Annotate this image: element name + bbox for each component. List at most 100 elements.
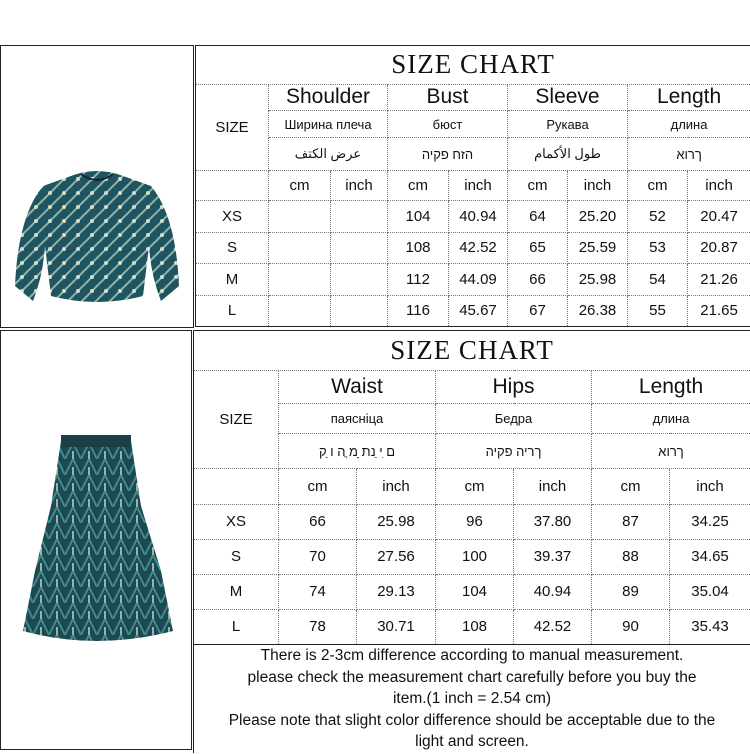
value-cell: 45.67 [449, 295, 508, 326]
unit-inch: inch [514, 469, 592, 504]
value-cell: 53 [628, 232, 688, 263]
value-cell: 96 [436, 504, 514, 539]
unit-cm: cm [508, 170, 568, 200]
unit-inch: inch [568, 170, 628, 200]
col-hips: Hips [436, 371, 592, 404]
measurement-note: There is 2-3cm difference according to m… [193, 645, 750, 753]
value-cell: 30.71 [357, 609, 436, 644]
unit-inch: inch [331, 170, 388, 200]
unit-inch: inch [688, 170, 750, 200]
value-cell: 21.65 [688, 295, 750, 326]
value-cell: 67 [508, 295, 568, 326]
unit-cm: cm [436, 469, 514, 504]
col-bust-alt: הזח פקיה [388, 138, 508, 170]
value-cell: 37.80 [514, 504, 592, 539]
value-cell [269, 264, 331, 295]
unit-inch: inch [670, 469, 750, 504]
col-bust-ru: бюст [388, 110, 508, 137]
value-cell: 88 [592, 539, 670, 574]
col-bust: Bust [388, 84, 508, 110]
col-waist-alt: ם ִי ַנת ָמ ֲה ו ַק [279, 434, 436, 469]
unit-cm: cm [592, 469, 670, 504]
size-cell: S [196, 232, 269, 263]
note-line: light and screen. [194, 731, 750, 753]
value-cell: 104 [388, 201, 449, 232]
value-cell [331, 232, 388, 263]
size-cell: M [196, 264, 269, 295]
bottom-size-chart: SIZE CHART SIZE Waist Hips Length паясні… [193, 330, 750, 645]
value-cell: 20.87 [688, 232, 750, 263]
unit-inch: inch [357, 469, 436, 504]
value-cell: 104 [436, 574, 514, 609]
value-cell: 34.25 [670, 504, 750, 539]
value-cell [269, 232, 331, 263]
value-cell: 44.09 [449, 264, 508, 295]
col-hips-alt: ךריה פקיה [436, 434, 592, 469]
value-cell: 42.52 [514, 609, 592, 644]
value-cell: 70 [279, 539, 357, 574]
value-cell: 78 [279, 609, 357, 644]
value-cell: 34.65 [670, 539, 750, 574]
value-cell: 54 [628, 264, 688, 295]
value-cell [269, 295, 331, 326]
value-cell [269, 201, 331, 232]
value-cell: 39.37 [514, 539, 592, 574]
col-length-ru: длина [592, 404, 750, 434]
chart-title: SIZE CHART [194, 331, 750, 371]
unit-cm: cm [628, 170, 688, 200]
value-cell: 100 [436, 539, 514, 574]
value-cell [331, 264, 388, 295]
size-cell: L [196, 295, 269, 326]
value-cell: 116 [388, 295, 449, 326]
value-cell: 20.47 [688, 201, 750, 232]
note-line: please check the measurement chart caref… [194, 667, 750, 689]
value-cell [331, 201, 388, 232]
value-cell: 35.04 [670, 574, 750, 609]
size-header: SIZE [194, 371, 279, 469]
size-cell: XS [194, 504, 279, 539]
value-cell: 21.26 [688, 264, 750, 295]
value-cell: 89 [592, 574, 670, 609]
value-cell: 40.94 [514, 574, 592, 609]
value-cell: 52 [628, 201, 688, 232]
note-line: There is 2-3cm difference according to m… [194, 645, 750, 667]
unit-cm: cm [388, 170, 449, 200]
top-size-chart: SIZE CHART SIZE Shoulder Bust Sleeve Len… [195, 45, 750, 327]
value-cell: 65 [508, 232, 568, 263]
col-sleeve: Sleeve [508, 84, 628, 110]
col-length: Length [628, 84, 750, 110]
value-cell: 66 [279, 504, 357, 539]
col-shoulder-alt: عرض الكتف [269, 138, 388, 170]
note-line: Please note that slight color difference… [194, 710, 750, 732]
value-cell: 66 [508, 264, 568, 295]
skirt-product-image [0, 330, 192, 750]
value-cell: 108 [436, 609, 514, 644]
col-sleeve-ru: Рукава [508, 110, 628, 137]
value-cell: 87 [592, 504, 670, 539]
unit-cm: cm [279, 469, 357, 504]
value-cell: 25.98 [357, 504, 436, 539]
chart-title: SIZE CHART [196, 46, 750, 85]
col-waist: Waist [279, 371, 436, 404]
value-cell: 35.43 [670, 609, 750, 644]
value-cell: 108 [388, 232, 449, 263]
col-length-alt: ךרוא [592, 434, 750, 469]
size-cell: M [194, 574, 279, 609]
value-cell [331, 295, 388, 326]
value-cell: 90 [592, 609, 670, 644]
value-cell: 25.98 [568, 264, 628, 295]
unit-inch: inch [449, 170, 508, 200]
col-length-ru: длина [628, 110, 750, 137]
col-waist-ru: паясніца [279, 404, 436, 434]
note-line: item.(1 inch = 2.54 cm) [194, 688, 750, 710]
size-cell: L [194, 609, 279, 644]
blouse-product-image [0, 45, 194, 328]
